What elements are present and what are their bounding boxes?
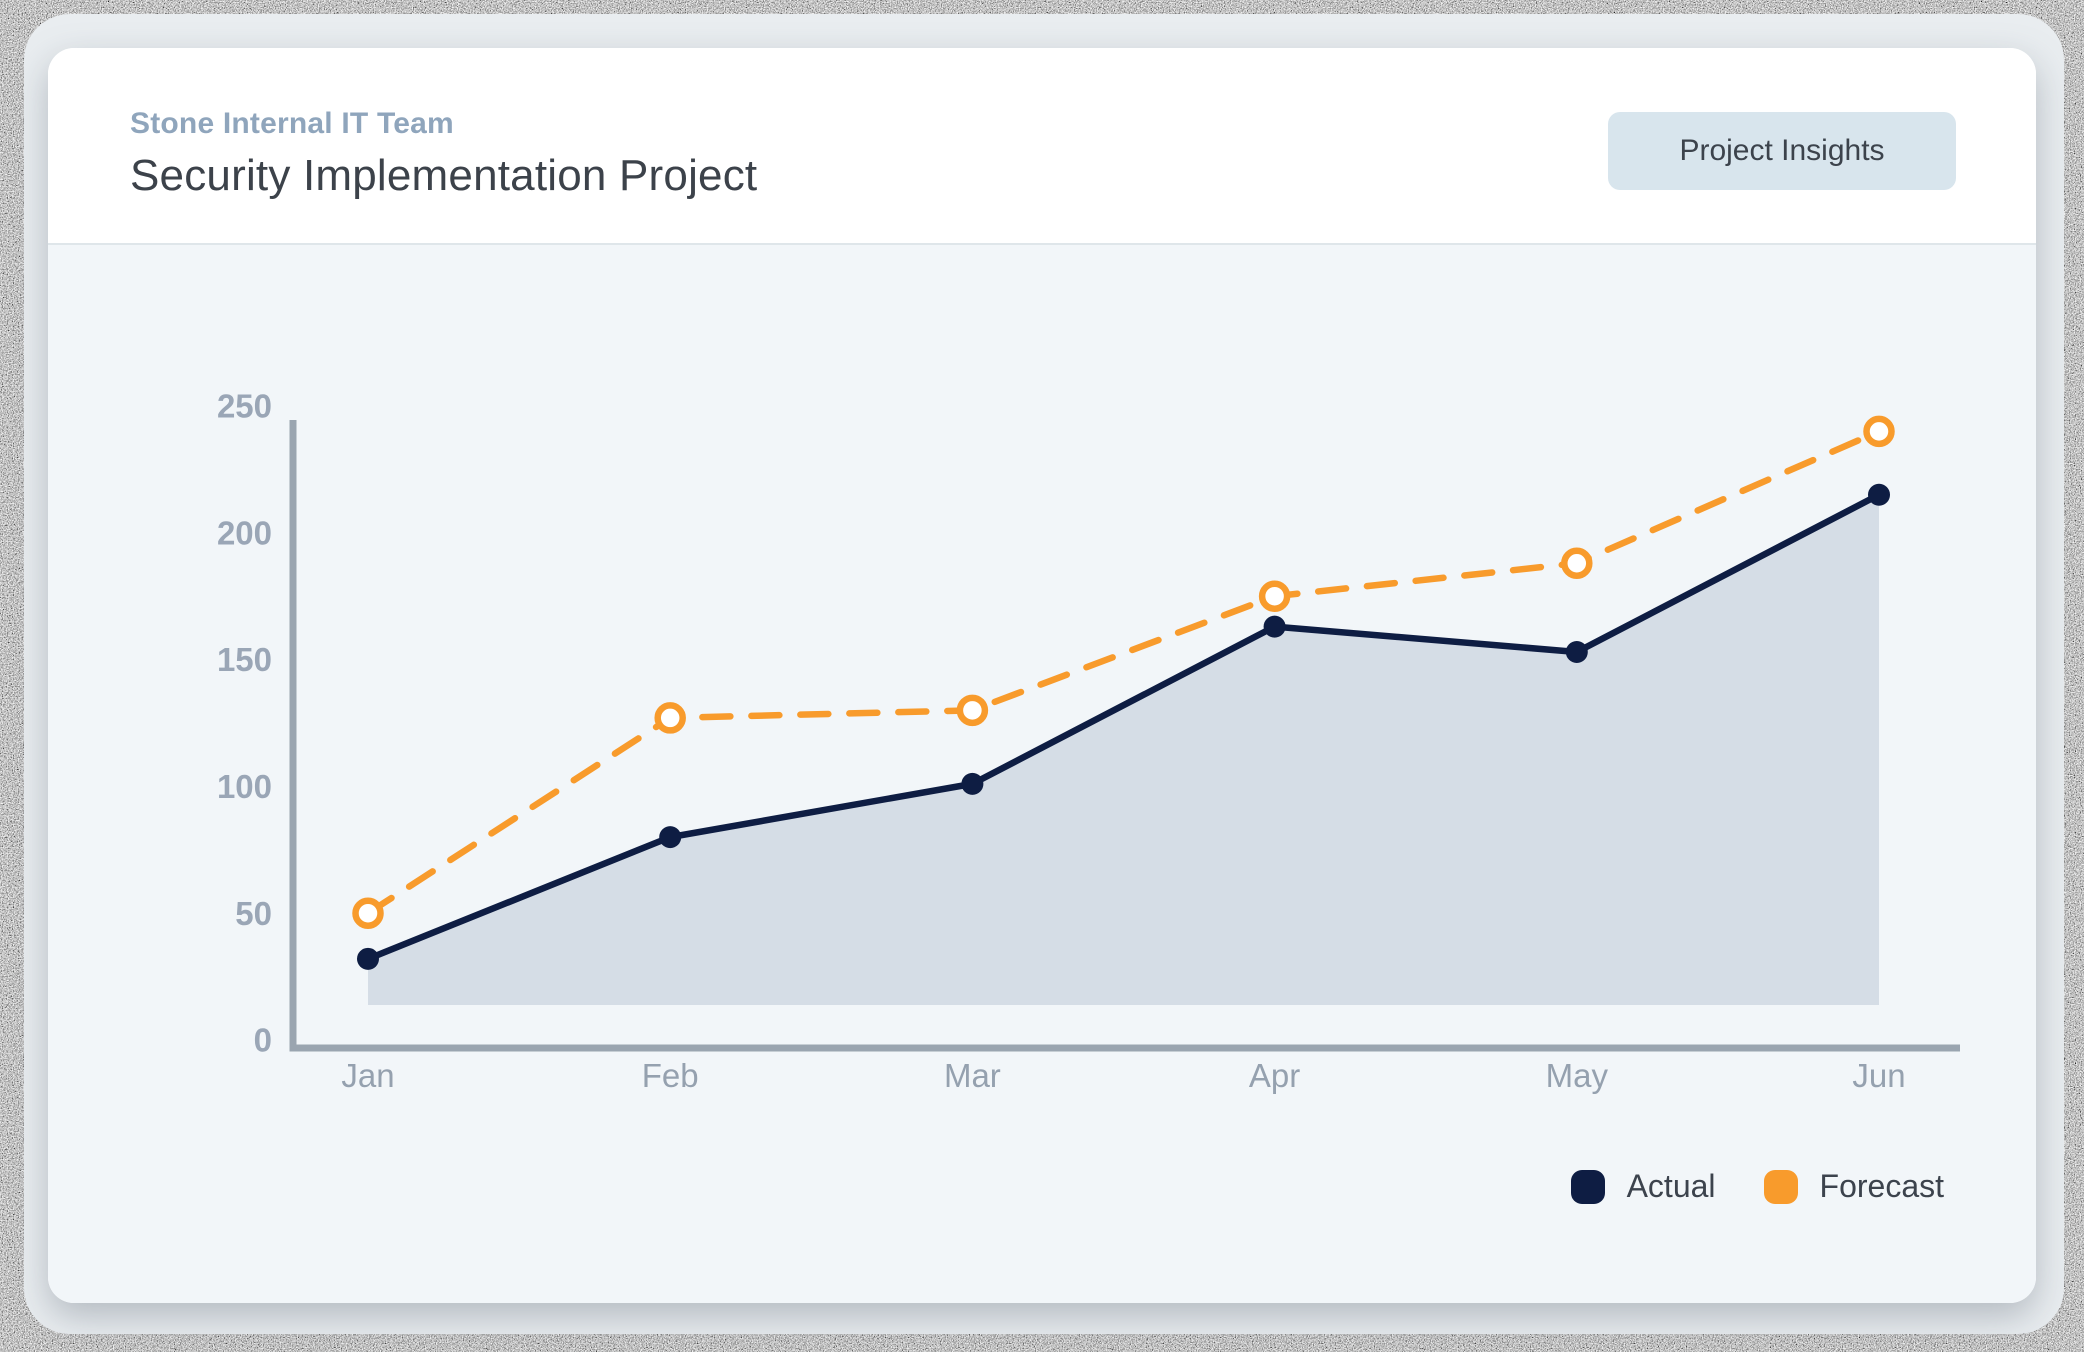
page-title: Security Implementation Project [130, 151, 758, 200]
window-frame: Stone Internal IT Team Security Implemen… [24, 14, 2064, 1334]
project-insights-button[interactable]: Project Insights [1608, 112, 1956, 190]
y-tick-label-50: 50 [235, 895, 272, 932]
actual-marker-mar [961, 772, 984, 795]
legend-swatch-icon [1570, 1169, 1605, 1204]
x-tick-label-jan: Jan [341, 1057, 394, 1094]
legend-item-forecast: Forecast [1763, 1168, 1944, 1205]
y-tick-label-200: 200 [217, 514, 272, 551]
actual-line [364, 491, 1883, 963]
legend-swatch-icon [1763, 1169, 1798, 1204]
x-tick-label-feb: Feb [642, 1057, 699, 1094]
forecast-marker-jun [1863, 415, 1895, 448]
forecast-line [364, 428, 1883, 917]
forecast-marker-feb [654, 702, 686, 734]
forecast-marker-mar [956, 694, 989, 727]
chart-section: 0 50 100 150 200 250 Jan Feb Mar Apr May Jun Actual… [48, 245, 2036, 1303]
card-header: Stone Internal IT Team Security Implemen… [48, 48, 2036, 245]
x-tick-label-mar: Mar [944, 1057, 1001, 1094]
x-tick-label-may: May [1546, 1057, 1609, 1094]
project-card: Stone Internal IT Team Security Implemen… [48, 48, 2036, 1303]
forecast-marker-may [1561, 547, 1593, 579]
actual-marker-jun [1868, 483, 1890, 506]
y-tick-label-0: 0 [254, 1022, 272, 1059]
legend-label: Actual [1626, 1168, 1716, 1204]
team-label: Stone Internal IT Team [130, 107, 454, 140]
actual-marker-apr [1263, 615, 1286, 638]
actual-marker-jan [357, 947, 379, 970]
actual-area-fill [368, 494, 1879, 1005]
header-text: Stone Internal IT Team Security Implemen… [130, 106, 757, 202]
forecast-marker-jan [352, 897, 384, 929]
actual-marker-feb [659, 826, 682, 849]
legend-item-actual: Actual [1570, 1168, 1716, 1205]
forecast-marker-apr [1258, 580, 1291, 612]
y-tick-label-100: 100 [217, 768, 272, 805]
y-tick-label-150: 150 [217, 641, 272, 678]
line-chart: 0 50 100 150 200 250 Jan Feb Mar Apr May Jun [217, 388, 1960, 1094]
actual-marker-may [1565, 640, 1588, 663]
x-tick-label-apr: Apr [1249, 1057, 1300, 1094]
x-tick-label-jun: Jun [1852, 1057, 1905, 1094]
y-tick-label-250: 250 [217, 388, 272, 425]
chart-legend: Actual Forecast [1570, 1168, 1944, 1205]
legend-label: Forecast [1819, 1168, 1944, 1204]
